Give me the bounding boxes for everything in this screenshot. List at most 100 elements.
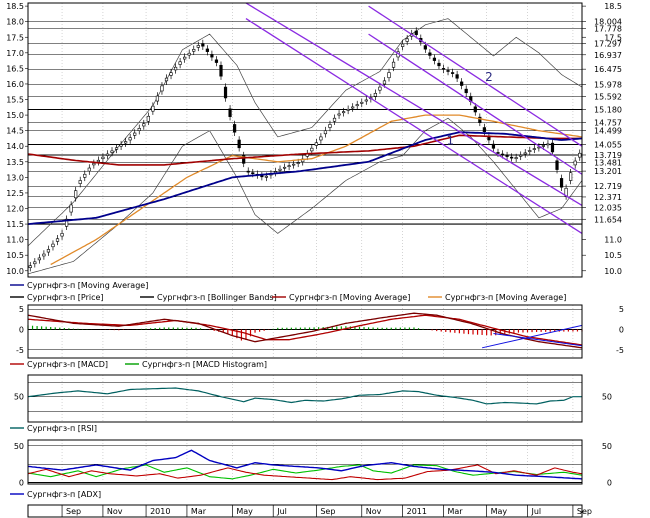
candle-body bbox=[391, 61, 396, 68]
candle-body bbox=[401, 43, 405, 47]
candle-body bbox=[496, 152, 500, 154]
candle-body bbox=[37, 257, 41, 261]
candle-body bbox=[196, 45, 200, 48]
candle-body bbox=[378, 86, 382, 91]
price-right-label: 11.654 bbox=[594, 215, 622, 224]
candle-body bbox=[137, 128, 141, 131]
macd-line bbox=[27, 312, 583, 349]
candle-body bbox=[455, 74, 459, 79]
moving-average-red-line bbox=[27, 134, 582, 166]
di-minus-line bbox=[27, 464, 583, 481]
candle-body bbox=[473, 106, 477, 113]
macd-trend-line bbox=[481, 324, 583, 349]
adx-right-label: 0 bbox=[607, 479, 612, 488]
x-tick-label: 2011 bbox=[407, 507, 427, 516]
price-right-label: 14.055 bbox=[594, 141, 622, 150]
candle-body bbox=[446, 70, 450, 72]
candle-body bbox=[169, 72, 173, 76]
x-tick-label: Mar bbox=[448, 507, 464, 516]
moving-average-blue-line bbox=[27, 131, 583, 225]
channel-line bbox=[368, 33, 583, 175]
rsi-y-tick-label: 50 bbox=[14, 393, 24, 402]
candle-body bbox=[296, 162, 300, 164]
x-tick-label: Jul bbox=[531, 507, 542, 516]
price-right-label: 16.937 bbox=[594, 51, 622, 60]
candle-body bbox=[528, 150, 532, 152]
candle-body bbox=[96, 159, 100, 163]
candle-body bbox=[219, 64, 223, 77]
price-right-label: 13.481 bbox=[594, 158, 622, 167]
candle-body bbox=[314, 142, 318, 146]
candle-body bbox=[124, 141, 128, 144]
candle-body bbox=[319, 136, 323, 141]
x-tick-label: Sep bbox=[320, 507, 335, 516]
macd-signal-line bbox=[27, 314, 583, 346]
candle-body bbox=[110, 150, 114, 153]
moving-average-orange-line bbox=[50, 114, 583, 266]
candle-body bbox=[87, 167, 91, 172]
candle-body bbox=[450, 72, 455, 74]
candle-body bbox=[264, 175, 269, 178]
price-y-tick-label: 15.0 bbox=[6, 111, 24, 120]
candle-body bbox=[28, 265, 32, 268]
price-y-tick-label: 12.5 bbox=[6, 189, 24, 198]
price-right-label: 18.004 bbox=[594, 18, 622, 27]
price-right-label: 13.201 bbox=[594, 167, 622, 176]
candle-body bbox=[355, 104, 359, 107]
candle-body bbox=[441, 68, 446, 70]
candle-body bbox=[178, 61, 182, 65]
macd-y-tick-label: -5 bbox=[16, 346, 24, 355]
adx-line bbox=[27, 449, 583, 480]
price-y-tick-label: 11.0 bbox=[6, 236, 24, 245]
legend-label: Сургнфгз-п [MACD] bbox=[27, 360, 108, 369]
candle-body bbox=[92, 163, 96, 166]
channel-1-label: 1 bbox=[446, 134, 454, 148]
candle-body bbox=[46, 249, 51, 253]
x-tick-label: Sep bbox=[577, 507, 592, 516]
price-y-tick-label: 18.0 bbox=[6, 18, 24, 27]
candle-body bbox=[405, 38, 409, 42]
candle-body bbox=[523, 152, 527, 155]
candle-body bbox=[364, 99, 368, 102]
candle-body bbox=[146, 115, 150, 122]
macd-y-tick-label: 5 bbox=[19, 305, 24, 314]
x-tick-label: May bbox=[491, 507, 508, 516]
price-y-tick-label: 13.0 bbox=[6, 173, 24, 182]
price-right-label: 18.5 bbox=[604, 2, 622, 11]
candle-body bbox=[559, 178, 564, 188]
candle-body bbox=[532, 148, 536, 150]
price-y-tick-label: 12.0 bbox=[6, 205, 24, 214]
price-right-label: 12.035 bbox=[594, 203, 622, 212]
candle-body bbox=[201, 43, 205, 47]
candle-body bbox=[74, 190, 78, 199]
candle-body bbox=[164, 77, 169, 82]
candle-body bbox=[351, 106, 355, 109]
macd-frame bbox=[27, 304, 583, 359]
candle-body bbox=[328, 124, 332, 128]
price-y-tick-label: 14.0 bbox=[6, 142, 24, 151]
candle-body bbox=[187, 52, 191, 56]
candle-body bbox=[60, 233, 64, 237]
candle-body bbox=[51, 243, 55, 248]
price-y-tick-label: 17.0 bbox=[6, 49, 24, 58]
price-right-label: 12.371 bbox=[594, 193, 622, 202]
price-y-tick-label: 17.5 bbox=[6, 33, 24, 42]
candle-body bbox=[260, 175, 264, 178]
x-tick-label: Mar bbox=[191, 507, 207, 516]
price-right-label: 17.778 bbox=[594, 25, 622, 34]
candle-body bbox=[541, 145, 546, 147]
price-panel: 1 2 18.5 18.0 17.5 17.0 16.5 16.0 15.5 15.0 14.5 14… bbox=[6, 2, 622, 302]
price-y-tick-label: 13.5 bbox=[6, 158, 24, 167]
candle-body bbox=[491, 143, 496, 149]
x-tick-label: Sep bbox=[66, 507, 81, 516]
channel-line bbox=[245, 18, 583, 234]
candle-body bbox=[478, 116, 482, 123]
candle-body bbox=[223, 86, 228, 99]
candle-body bbox=[360, 101, 364, 104]
candle-body bbox=[142, 123, 146, 127]
adx-y-tick-label: 0 bbox=[19, 479, 24, 488]
candle-body bbox=[42, 253, 46, 257]
candle-body bbox=[310, 147, 314, 152]
